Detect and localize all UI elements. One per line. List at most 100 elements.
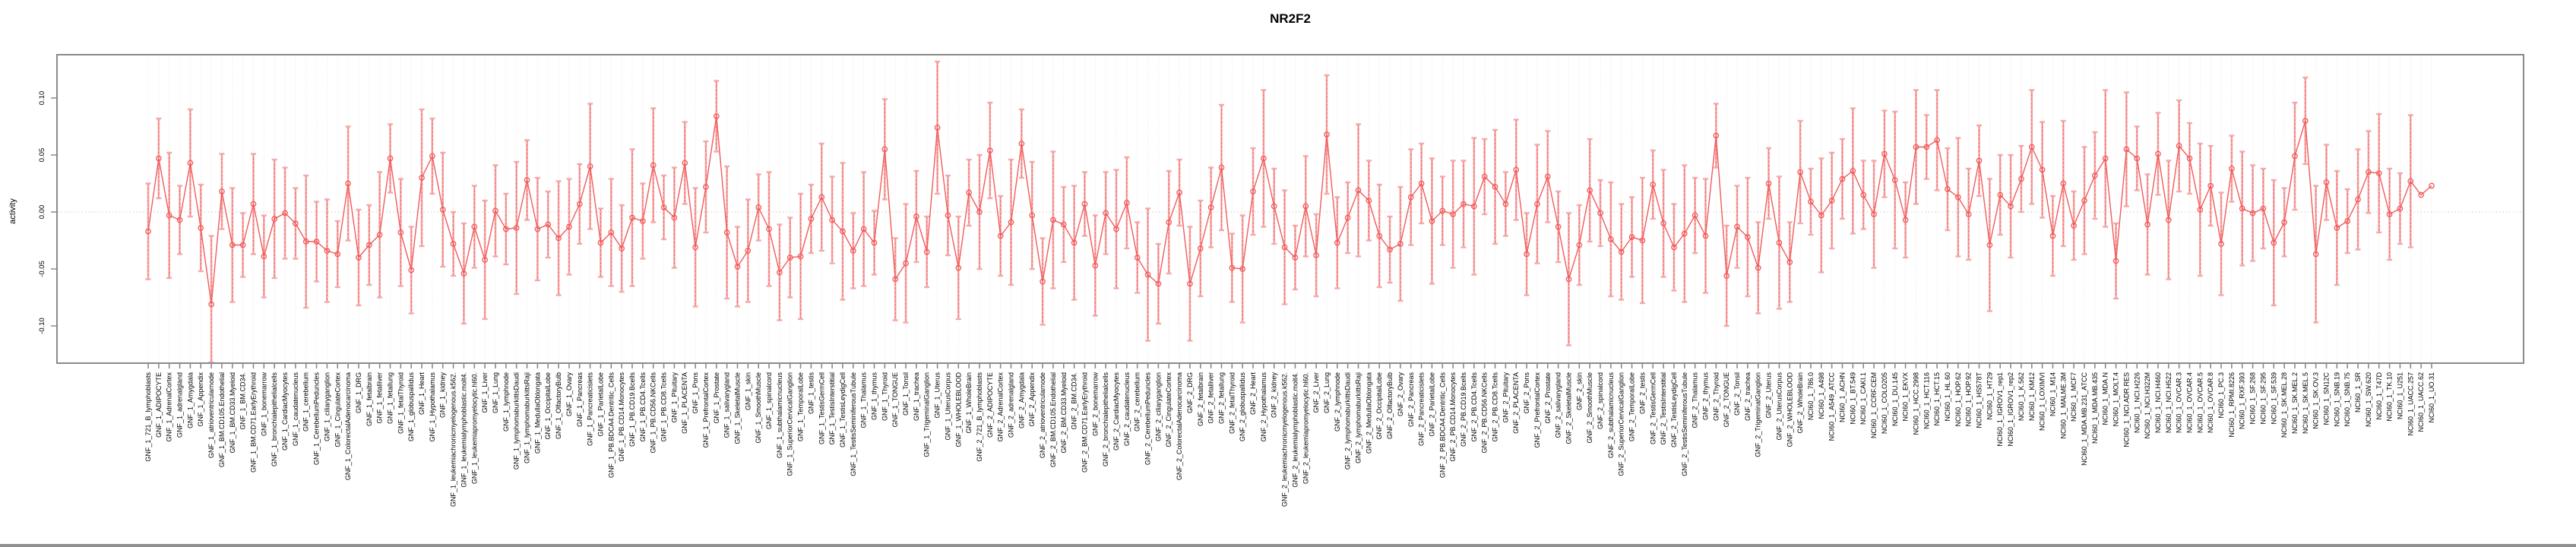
data-point — [2271, 239, 2277, 246]
data-point — [1134, 255, 1141, 261]
x-tick-label: GNF_2_fetalliver — [1207, 372, 1215, 424]
data-point — [1418, 180, 1425, 187]
x-tick-label: GNF_2_BM.CD105.Endothelial — [1049, 372, 1057, 467]
data-point — [2102, 155, 2109, 162]
data-point — [313, 239, 320, 245]
x-tick-label: GNF_2_bonemarrow — [1091, 372, 1099, 437]
data-point — [1502, 201, 1509, 207]
data-point — [2312, 251, 2319, 258]
data-point — [1691, 212, 1698, 219]
data-point — [1239, 266, 1246, 272]
data-point — [1608, 236, 1614, 242]
x-tick-label: GNF_1_PLACENTA — [681, 372, 688, 434]
data-point — [324, 248, 331, 254]
x-tick-label: NCI60_1_SNB.19 — [2333, 372, 2340, 427]
data-point — [2008, 203, 2014, 210]
data-point — [1808, 198, 1814, 205]
data-point — [155, 155, 162, 162]
data-point — [2165, 217, 2172, 223]
data-point — [2144, 221, 2150, 228]
x-tick-label: NCI60_1_MCF7 — [2070, 372, 2078, 422]
data-point — [1271, 203, 1277, 210]
x-tick-label: GNF_2_ciliaryganglion — [1154, 372, 1162, 441]
data-point — [1902, 217, 1909, 223]
x-tick-label: NCI60_1_KM12 — [2028, 372, 2036, 421]
data-point — [2239, 205, 2245, 212]
x-tick-label: GNF_1_leukemiachronicmyelogenous.k562. — [450, 372, 457, 507]
data-point — [640, 218, 646, 224]
data-point — [1302, 203, 1309, 210]
data-point — [786, 255, 793, 261]
data-point — [1460, 201, 1467, 207]
data-point — [2429, 182, 2435, 189]
data-point — [671, 214, 678, 221]
x-tick-label: GNF_2_ColorectalAdenocarcinoma — [1176, 372, 1183, 480]
x-tick-label: GNF_1_Pancreaticislets — [587, 372, 594, 447]
x-tick-label: GNF_2_trachea — [1744, 372, 1752, 421]
x-tick-label: NCI60_1_NCI.ADR.RES — [2122, 372, 2130, 447]
data-point — [208, 301, 214, 308]
data-point — [1565, 276, 1572, 283]
data-point — [345, 180, 351, 187]
data-point — [976, 209, 983, 215]
x-tick-label: NCI60_1_MALME.3M — [2059, 372, 2067, 439]
data-point — [692, 244, 698, 251]
x-tick-label: GNF_1_Uterus — [934, 372, 941, 419]
data-point — [2366, 169, 2372, 175]
x-tick-label: NCI60_1_UACC.62 — [2417, 372, 2425, 432]
data-point — [1587, 187, 1593, 194]
x-tick-label: GNF_2_Uterus — [1765, 372, 1773, 419]
data-point — [2302, 118, 2309, 124]
x-tick-label: GNF_2_Heart — [1249, 372, 1257, 416]
data-point — [502, 226, 509, 232]
data-point — [2281, 219, 2287, 226]
data-point — [1071, 239, 1078, 246]
x-tick-label: NCI60_1_MDA.MB.231_ATCC — [2081, 372, 2088, 466]
x-tick-label: GNF_1_ciliaryganglion — [323, 372, 331, 441]
data-point — [1555, 223, 1562, 230]
x-tick-label: NCI60_1_CAKI.1 — [1859, 372, 1867, 425]
x-tick-label: GNF_1_ADIPOCYTE — [155, 372, 163, 438]
data-point — [1008, 219, 1014, 226]
plot-border — [56, 54, 2524, 364]
data-point — [650, 162, 657, 169]
data-point — [408, 267, 415, 274]
data-point — [2028, 144, 2035, 150]
data-point — [1639, 237, 1646, 244]
data-point — [1176, 189, 1182, 196]
x-tick-label: NCI60_1_HS578T — [1976, 372, 1983, 428]
data-point — [2186, 155, 2193, 162]
x-tick-label: GNF_1_TestisInterstitial — [828, 372, 836, 445]
data-point — [1018, 141, 1025, 147]
data-point — [1628, 234, 1635, 240]
data-point — [219, 188, 225, 194]
x-tick-label: GNF_1_subthalamicnucleus — [776, 372, 783, 459]
data-point — [1818, 212, 1824, 219]
data-point — [1954, 194, 1961, 201]
x-tick-label: GNF_2_TemporalLobe — [1628, 372, 1636, 441]
x-tick-label: GNF_2_Amygdala — [1017, 372, 1025, 428]
data-point — [1881, 150, 1888, 157]
data-point — [1387, 246, 1393, 253]
x-tick-label: NCI60_1_RPMI.8226 — [2228, 372, 2236, 438]
x-tick-label: GNF_1_Liver — [481, 372, 489, 413]
x-tick-label: GNF_1_testis — [807, 372, 815, 415]
x-tick-label: NCI60_1_NCI.H322M — [2144, 372, 2151, 439]
data-point — [1187, 280, 1193, 287]
x-tick-label: GNF_1_TemporalLobe — [797, 372, 805, 441]
data-point — [2260, 205, 2267, 212]
data-point — [576, 201, 583, 207]
data-point — [2112, 258, 2119, 264]
data-point — [1481, 173, 1488, 180]
x-tick-label: GNF_2_721_B_lymphoblasts — [976, 372, 983, 462]
x-tick-label: GNF_1_Thalamus — [860, 372, 868, 428]
x-tick-label: GNF_2_PB.CD56.NKCells — [1481, 372, 1489, 454]
data-point — [1040, 278, 1046, 285]
x-tick-label: GNF_2_PB.CD14.Monocytes — [1449, 372, 1457, 462]
data-point — [892, 276, 899, 283]
y-tick-label: -0.05 — [38, 261, 46, 277]
series-line — [147, 115, 2432, 305]
x-tick-label: GNF_2_ParietalLobe — [1428, 372, 1435, 437]
data-point — [1765, 180, 1772, 187]
